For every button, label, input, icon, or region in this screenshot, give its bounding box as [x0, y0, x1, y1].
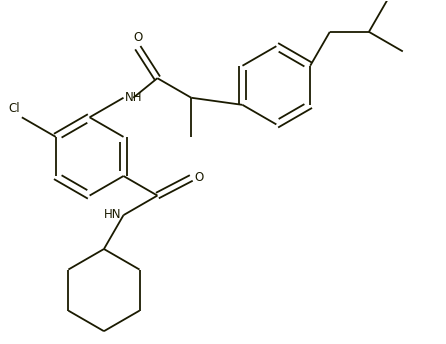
Text: O: O: [133, 31, 142, 44]
Text: Cl: Cl: [8, 102, 20, 115]
Text: HN: HN: [104, 208, 122, 221]
Text: O: O: [194, 171, 203, 184]
Text: NH: NH: [125, 91, 143, 104]
